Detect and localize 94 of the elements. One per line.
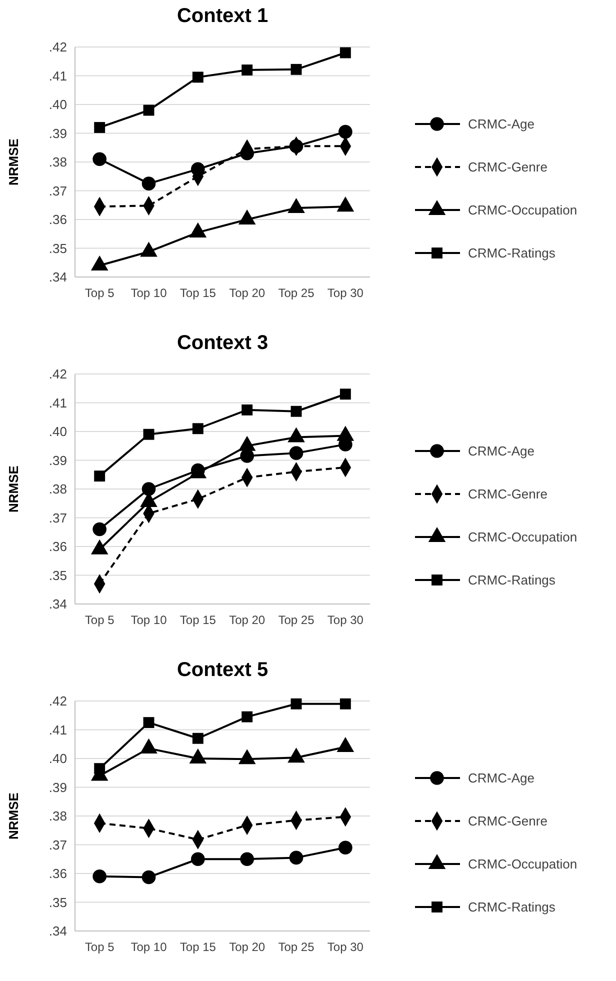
legend-label: CRMC-Ratings: [468, 246, 556, 261]
x-tick-label: Top 25: [278, 613, 315, 627]
y-tick-label: .40: [48, 97, 67, 112]
point: [240, 449, 254, 463]
x-tick-label: Top 5: [84, 940, 115, 954]
legend-label: CRMC-Age: [468, 116, 534, 132]
y-tick-label: .41: [48, 722, 67, 738]
y-tick-label: .39: [48, 452, 67, 468]
y-tick-label: .36: [48, 212, 67, 228]
y-axis-title: NRMSE: [6, 465, 21, 512]
point: [92, 152, 106, 166]
x-tick-label: Top 25: [278, 286, 315, 300]
y-tick-label: .36: [48, 866, 67, 882]
legend-label: CRMC-Genre: [468, 160, 548, 175]
point: [338, 124, 352, 139]
y-tick-label: .34: [48, 924, 67, 939]
legend-label: CRMC-Occupation: [468, 530, 578, 545]
y-tick-label: .41: [48, 68, 67, 84]
point: [142, 482, 156, 496]
legend-label: CRMC-Occupation: [468, 856, 578, 872]
y-tick-label: .42: [48, 694, 67, 709]
y-tick-label: .42: [48, 40, 67, 55]
y-tick-label: .37: [48, 510, 67, 526]
x-tick-label: Top 30: [327, 613, 364, 627]
y-axis-title: NRMSE: [6, 138, 21, 186]
legend-label: CRMC-Genre: [468, 814, 548, 829]
x-tick-label: Top 10: [130, 940, 168, 954]
chart-title: Context 3: [176, 332, 268, 354]
y-tick-label: .38: [48, 482, 67, 497]
chart-title: Context 1: [176, 5, 268, 27]
point: [289, 446, 304, 460]
point: [94, 122, 106, 133]
y-tick-label: .35: [48, 894, 67, 910]
point: [191, 852, 205, 866]
point: [143, 428, 154, 440]
point: [290, 64, 302, 75]
y-tick-label: .34: [48, 596, 67, 612]
x-tick-label: Top 5: [84, 613, 115, 627]
x-tick-label: Top 25: [278, 940, 315, 954]
x-tick-label: Top 10: [130, 613, 168, 627]
legend-label: CRMC-Ratings: [468, 900, 556, 915]
legend-label: CRMC-Occupation: [468, 202, 578, 218]
point: [242, 404, 253, 416]
point: [242, 64, 253, 76]
point: [290, 698, 302, 710]
x-tick-label: Top 20: [229, 286, 266, 300]
y-tick-label: .35: [48, 240, 67, 256]
point: [94, 470, 106, 482]
x-tick-label: Top 30: [327, 286, 364, 300]
y-tick-label: .34: [48, 270, 67, 285]
y-tick-label: .38: [48, 808, 67, 824]
y-tick-label: .40: [48, 751, 67, 766]
point: [92, 869, 106, 884]
point: [94, 763, 106, 774]
legend-label: CRMC-Age: [468, 770, 534, 786]
x-tick-label: Top 15: [180, 286, 216, 300]
point: [290, 406, 302, 417]
point: [192, 72, 204, 83]
x-tick-label: Top 30: [327, 940, 364, 954]
point: [340, 698, 351, 710]
point: [143, 104, 154, 116]
x-tick-label: Top 20: [229, 940, 266, 954]
y-tick-label: .38: [48, 154, 67, 170]
point: [142, 176, 156, 190]
y-tick-label: .39: [48, 126, 67, 141]
point: [242, 711, 253, 722]
y-tick-label: .36: [48, 539, 67, 554]
y-tick-label: .39: [48, 780, 67, 795]
legend-label: CRMC-Genre: [468, 486, 548, 502]
point: [143, 717, 154, 728]
y-tick-label: .35: [48, 568, 67, 583]
point: [92, 522, 106, 536]
legend-label: CRMC-Ratings: [468, 572, 556, 588]
y-tick-label: .42: [48, 366, 67, 382]
x-tick-label: Top 20: [229, 613, 266, 627]
x-tick-label: Top 15: [180, 613, 216, 627]
chart-title: Context 5: [176, 659, 268, 681]
y-tick-label: .37: [48, 837, 67, 852]
y-axis-title: NRMSE: [6, 792, 21, 840]
point: [289, 850, 304, 865]
y-tick-label: .37: [48, 183, 67, 198]
point: [142, 870, 156, 884]
point: [340, 47, 351, 58]
y-tick-label: .40: [48, 424, 67, 440]
x-tick-label: Top 5: [84, 286, 115, 300]
y-tick-label: .41: [48, 395, 67, 410]
x-tick-label: Top 10: [130, 286, 168, 300]
point: [240, 852, 254, 866]
x-tick-label: Top 15: [180, 940, 216, 954]
point: [340, 388, 351, 400]
point: [192, 423, 204, 434]
point: [192, 732, 204, 744]
legend-label: CRMC-Age: [468, 444, 534, 459]
point: [338, 840, 352, 855]
